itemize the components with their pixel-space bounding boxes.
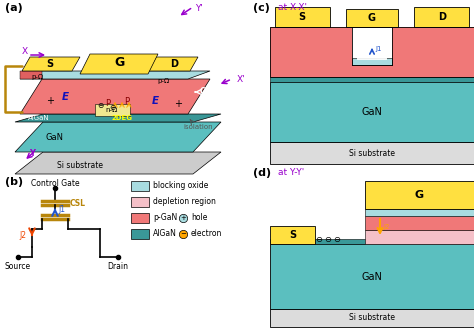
Text: J2: J2 (383, 224, 389, 230)
Text: Control Gate: Control Gate (31, 179, 79, 188)
Text: G: G (368, 13, 376, 23)
Polygon shape (20, 71, 42, 79)
Text: ⊖: ⊖ (109, 103, 115, 112)
Text: P: P (105, 99, 110, 109)
Bar (352, 27, 392, 65)
Text: +: + (46, 96, 54, 106)
Text: Si substrate: Si substrate (57, 161, 103, 169)
Bar (346, 9, 398, 27)
Text: at Y-Y': at Y-Y' (278, 168, 304, 177)
Text: Y': Y' (195, 4, 203, 13)
Polygon shape (15, 114, 221, 122)
Bar (365, 209, 474, 216)
Polygon shape (20, 71, 210, 79)
Text: ⊖: ⊖ (97, 102, 103, 111)
Text: AlGaN: AlGaN (28, 115, 50, 121)
Bar (275, 7, 330, 27)
Text: J1: J1 (58, 205, 65, 214)
Bar (365, 181, 474, 209)
Text: CSL: CSL (70, 198, 86, 208)
Text: Y: Y (29, 148, 35, 158)
Text: hole: hole (191, 214, 207, 222)
Text: S: S (46, 59, 54, 69)
Text: ⊖: ⊖ (316, 236, 322, 244)
Bar (131, 197, 149, 207)
Bar (270, 239, 474, 244)
Polygon shape (15, 122, 221, 152)
Text: S: S (299, 12, 306, 22)
Text: AlGaN: AlGaN (153, 230, 177, 239)
Polygon shape (148, 57, 198, 71)
Text: ⊖: ⊖ (334, 236, 340, 244)
Bar (365, 216, 474, 230)
Text: GaN: GaN (46, 133, 64, 141)
Text: Si substrate: Si substrate (349, 148, 395, 158)
Text: +: + (174, 99, 182, 109)
Text: D: D (438, 12, 446, 22)
Text: 2DEG: 2DEG (111, 115, 133, 121)
Text: p-Ω: p-Ω (158, 78, 170, 84)
Text: (c): (c) (253, 3, 270, 13)
Text: (d): (d) (253, 168, 271, 178)
Bar (131, 229, 149, 239)
Text: G: G (115, 57, 125, 69)
Text: blocking oxide: blocking oxide (153, 182, 209, 190)
Text: electron: electron (191, 230, 222, 239)
Bar (365, 230, 474, 244)
Text: GaN: GaN (362, 107, 383, 117)
Text: Source: Source (5, 262, 31, 271)
Bar (270, 309, 474, 327)
Text: Drain: Drain (108, 262, 128, 271)
Text: S: S (289, 230, 296, 240)
Text: −: − (180, 231, 186, 237)
Bar (131, 181, 149, 191)
Text: p-Ω: p-Ω (32, 74, 44, 80)
Text: X': X' (237, 74, 246, 84)
Text: J2: J2 (19, 231, 26, 240)
Text: Si substrate: Si substrate (349, 314, 395, 322)
Text: isolation: isolation (183, 124, 213, 130)
Text: at X-X': at X-X' (278, 3, 307, 12)
Text: E: E (62, 92, 69, 102)
Bar (270, 244, 474, 309)
Text: P: P (125, 97, 129, 107)
Bar (270, 77, 474, 82)
Text: GaN: GaN (362, 272, 383, 282)
Bar (352, 58, 392, 65)
Bar (270, 82, 474, 142)
Text: G: G (415, 190, 424, 200)
Text: J1: J1 (375, 46, 382, 52)
Text: X: X (22, 47, 28, 57)
Bar (95, 104, 130, 116)
Text: (a): (a) (5, 3, 23, 13)
Bar (270, 226, 315, 244)
Polygon shape (15, 152, 221, 174)
Polygon shape (80, 54, 158, 74)
Bar (270, 27, 474, 77)
Bar (270, 27, 474, 77)
Bar (357, 52, 387, 60)
Bar (414, 7, 469, 27)
Text: p-GaN: p-GaN (153, 214, 177, 222)
Text: n-Ω: n-Ω (106, 107, 118, 113)
Polygon shape (20, 79, 210, 114)
Text: E: E (151, 96, 159, 106)
Polygon shape (22, 57, 80, 71)
Text: D: D (170, 59, 178, 69)
Text: depletion region: depletion region (153, 197, 216, 207)
Bar (131, 213, 149, 223)
Bar (270, 142, 474, 164)
Text: +: + (180, 215, 186, 221)
Text: (b): (b) (5, 177, 23, 187)
Text: ⊖: ⊖ (325, 236, 331, 244)
Text: CSL: CSL (200, 88, 216, 96)
